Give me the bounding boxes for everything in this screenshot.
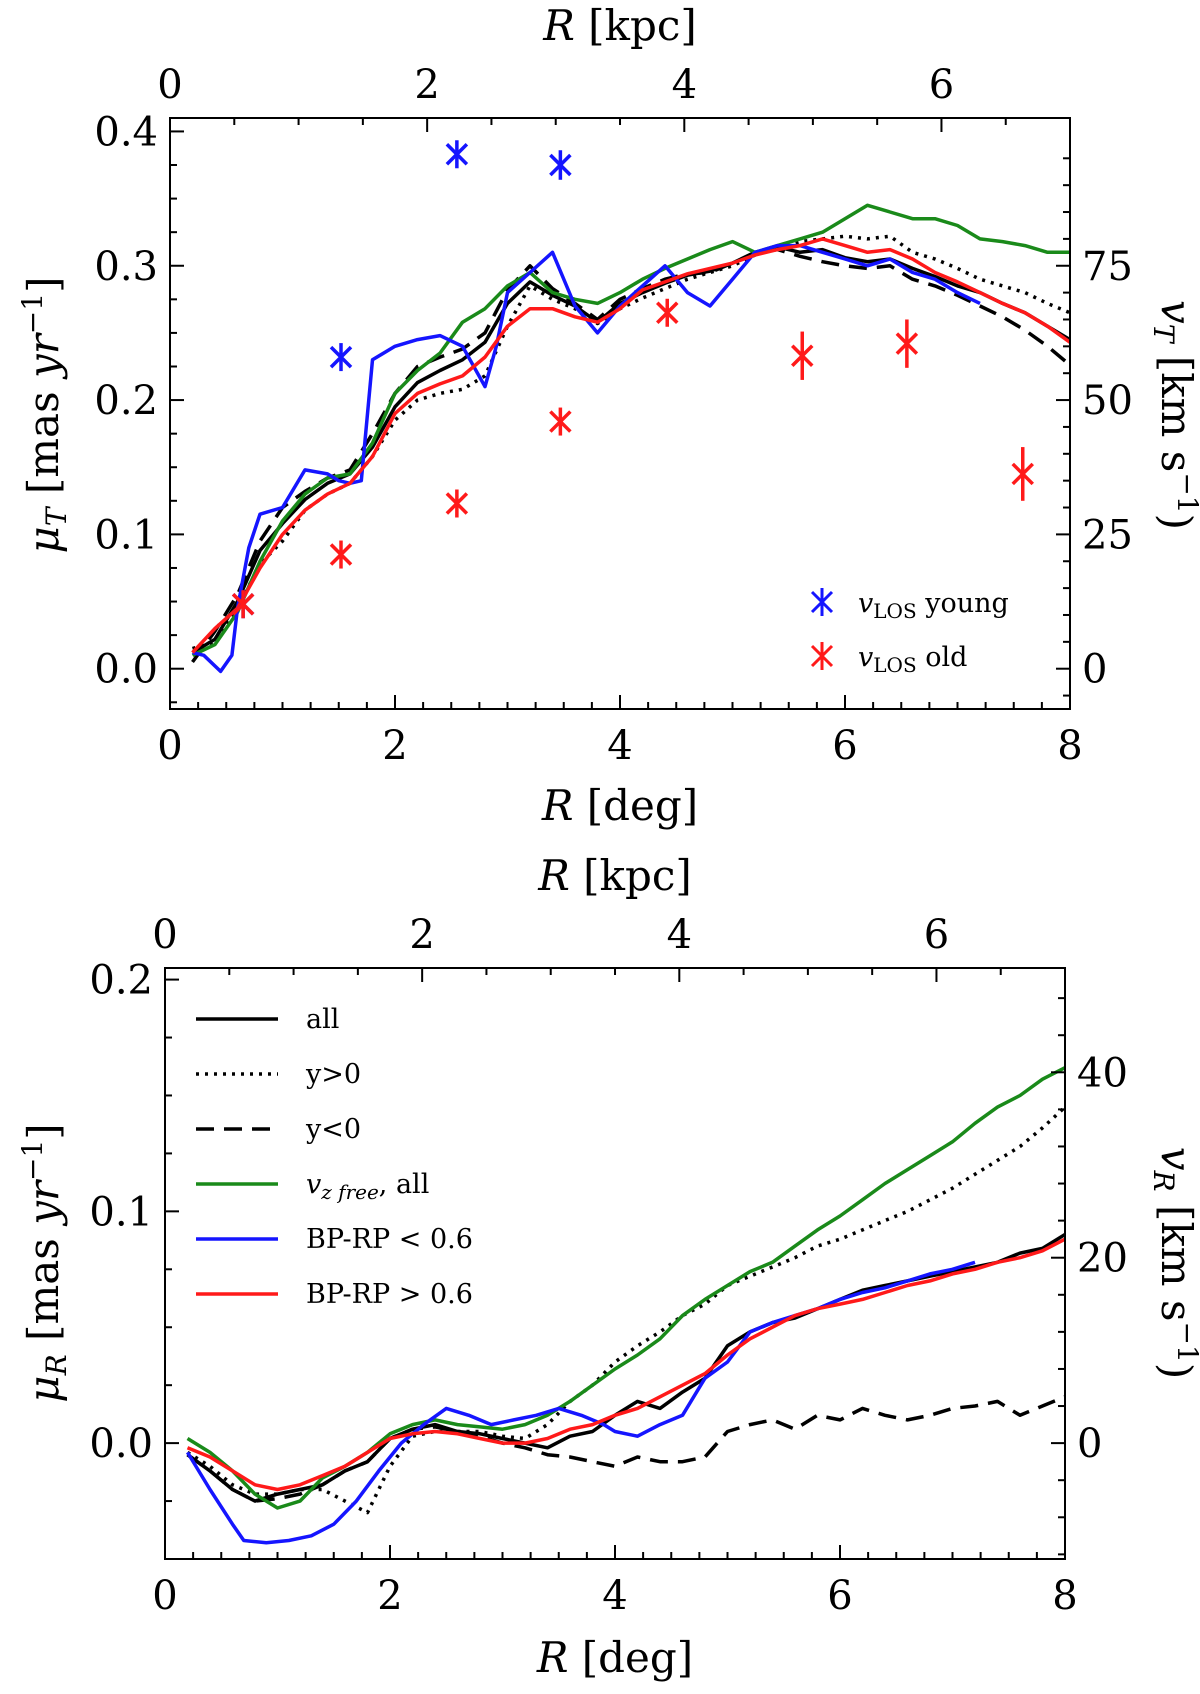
top-y2-tick-label-1: 25: [1082, 512, 1133, 558]
bottom-y2-axis-label: vR [km s−1): [1147, 1147, 1200, 1379]
top-legend-item-old: vLOS old: [810, 642, 967, 677]
bottom-x2-tick-label-0: 0: [152, 912, 177, 958]
bottom-series-line-2: [186, 1395, 1065, 1503]
bottom-legend-item-all: all: [196, 1004, 339, 1035]
top-y-tick-label-2: 0.2: [94, 378, 158, 424]
top-y2-axis-label: vT [km s−1): [1147, 300, 1200, 530]
bottom-axes-frame: [164, 967, 1066, 1560]
top-point-5: [329, 540, 353, 569]
top-x2-tick-label-0: 0: [157, 62, 182, 108]
top-y-axis-label: μT [mas yr−1]: [16, 277, 73, 554]
top-x-tick-label-0: 0: [157, 723, 182, 769]
bottom-legend-item-red: BP-RP > 0.6: [196, 1279, 473, 1310]
bottom-legend: all y>0 y<0 vz free, all BP-RP < 0.6 BP-…: [196, 1004, 473, 1310]
top-point-11: [1011, 447, 1034, 501]
top-legend-label-old: vLOS old: [858, 642, 967, 677]
top-x2-tick-label-1: 2: [414, 62, 439, 108]
top-y-tick-label-3: 0.3: [94, 244, 158, 290]
bottom-legend-label-red: BP-RP > 0.6: [306, 1279, 473, 1310]
top-x2-axis-label: R [kpc]: [542, 1, 697, 50]
top-x-tick-label-4: 8: [1057, 723, 1082, 769]
top-y-tick-label-0: 0.0: [94, 647, 158, 693]
bottom-x2-tick-label-1: 2: [409, 912, 434, 958]
bottom-x2-tick-label-2: 4: [667, 912, 692, 958]
bottom-series-layer: [186, 1066, 1065, 1545]
top-points-layer: [231, 140, 1034, 619]
top-point-4: [231, 590, 255, 619]
bottom-y-tick-label-1: 0.1: [89, 1189, 153, 1235]
bottom-x-tick-label-1: 2: [377, 1573, 402, 1619]
bottom-legend-item-y-pos: y>0: [196, 1059, 361, 1090]
top-x-tick-label-1: 2: [382, 723, 407, 769]
top-series-layer: [191, 203, 1070, 674]
top-y-tick-label-1: 0.1: [94, 512, 158, 558]
bottom-legend-item-vz-free: vz free, all: [196, 1169, 429, 1204]
bottom-legend-label-y-pos: y>0: [305, 1059, 361, 1090]
top-point-6: [445, 489, 469, 518]
top-legend: vLOS young vLOS old: [810, 588, 1009, 677]
bottom-y2-tick-label-1: 20: [1077, 1236, 1128, 1282]
top-point-10: [895, 319, 919, 368]
top-point-8: [656, 298, 679, 327]
bottom-x-tick-label-2: 4: [602, 1573, 627, 1619]
top-x2-tick-label-3: 6: [929, 62, 954, 108]
bottom-series-line-4: [186, 1260, 976, 1545]
top-legend-marker-young: [810, 588, 834, 616]
bottom-x2-axis-label: R [kpc]: [537, 851, 692, 900]
bottom-legend-item-blue: BP-RP < 0.6: [196, 1224, 473, 1255]
bottom-y-tick-label-2: 0.2: [89, 958, 153, 1004]
top-x2-tick-label-2: 4: [672, 62, 697, 108]
bottom-y-axis-label: μR [mas yr−1]: [16, 1123, 73, 1402]
bottom-legend-label-all: all: [306, 1004, 339, 1035]
top-legend-marker-old: [810, 642, 834, 670]
bottom-y-tick-label-0: 0.0: [89, 1421, 153, 1467]
top-x-tick-label-2: 4: [607, 723, 632, 769]
top-point-9: [791, 331, 814, 380]
top-x-axis-label: R [deg]: [541, 781, 698, 830]
bottom-x2-tick-label-3: 6: [924, 912, 949, 958]
bottom-legend-item-y-neg: y<0: [196, 1114, 361, 1145]
bottom-legend-label-vz-free: vz free, all: [306, 1169, 429, 1204]
top-point-7: [549, 407, 572, 436]
bottom-series-line-5: [186, 1237, 1065, 1492]
top-y-tick-label-4: 0.4: [94, 109, 158, 155]
bottom-y2-tick-label-0: 0: [1077, 1421, 1102, 1467]
bottom-x-tick-label-3: 6: [827, 1573, 852, 1619]
top-series-line-4: [192, 243, 981, 674]
top-point-2: [445, 140, 469, 169]
bottom-x-tick-label-4: 8: [1052, 1573, 1077, 1619]
top-series-line-3: [191, 203, 1070, 657]
bottom-legend-label-y-neg: y<0: [305, 1114, 361, 1145]
top-x-tick-label-3: 6: [832, 723, 857, 769]
top-legend-label-young: vLOS young: [858, 588, 1009, 623]
bottom-legend-label-blue: BP-RP < 0.6: [306, 1224, 473, 1255]
top-point-1: [329, 343, 353, 372]
top-y2-tick-label-0: 0: [1082, 647, 1107, 693]
top-y2-tick-label-2: 50: [1082, 378, 1133, 424]
bottom-x-axis-label: R [deg]: [536, 1633, 693, 1682]
bottom-series-line-1: [186, 1105, 1065, 1515]
top-y2-tick-label-3: 75: [1082, 244, 1133, 290]
top-axes-frame: [169, 117, 1071, 710]
bottom-y2-tick-label-2: 40: [1077, 1050, 1128, 1096]
top-series-line-5: [191, 237, 1070, 654]
bottom-x-tick-label-0: 0: [152, 1573, 177, 1619]
top-point-3: [549, 150, 572, 180]
top-legend-item-young: vLOS young: [810, 588, 1009, 623]
